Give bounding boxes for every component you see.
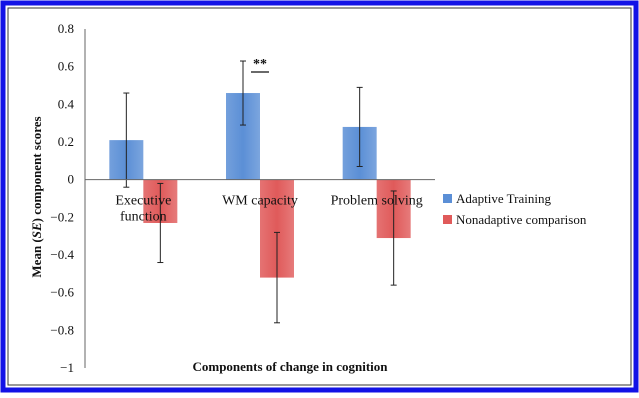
inner-frame	[7, 7, 632, 386]
category-label: Problem solving	[331, 194, 423, 209]
y-tick-label: −0.8	[50, 322, 74, 337]
y-tick-label: −1	[60, 360, 74, 375]
legend-swatch-nonadaptive	[443, 215, 452, 224]
y-axis-title-suffix: ) component scores	[29, 116, 44, 222]
category-label-line: function	[120, 210, 167, 225]
y-axis-ticks: 0.8 0.6 0.4 0.2 0 −0.2 −0.4 −0.6 −0.8 −1	[50, 21, 74, 375]
plot-area	[84, 29, 435, 368]
category-label: WM capacity	[222, 194, 298, 209]
category-labels: Executive function WM capacity Problem solv…	[115, 194, 422, 225]
y-axis-title-italic: SE	[29, 222, 44, 238]
category-label-line: WM capacity	[222, 194, 298, 209]
y-axis-title: Mean (SE) component scores	[29, 116, 44, 277]
y-tick-label: −0.6	[50, 285, 74, 300]
legend-swatch-adaptive	[443, 194, 452, 203]
y-tick-label: 0.4	[58, 96, 75, 111]
y-tick-label: 0	[68, 172, 75, 187]
significance-marker: **	[253, 57, 267, 72]
y-tick-label: 0.6	[58, 59, 75, 74]
x-axis-title: Components of change in cognition	[192, 359, 388, 374]
category-label-line: Executive	[115, 194, 171, 209]
legend-label-nonadaptive: Nonadaptive comparison	[456, 212, 587, 227]
y-axis-title-prefix: Mean (	[29, 238, 44, 277]
legend-label-adaptive: Adaptive Training	[456, 191, 551, 206]
y-tick-label: −0.4	[50, 247, 74, 262]
category-label: Executive function	[115, 194, 171, 225]
category-label-line: Problem solving	[331, 194, 423, 209]
annotations: **	[251, 57, 269, 73]
y-tick-label: −0.2	[50, 209, 74, 224]
legend: Adaptive Training Nonadaptive comparison	[443, 191, 587, 227]
y-tick-label: 0.2	[58, 134, 74, 149]
y-tick-label: 0.8	[58, 21, 74, 36]
